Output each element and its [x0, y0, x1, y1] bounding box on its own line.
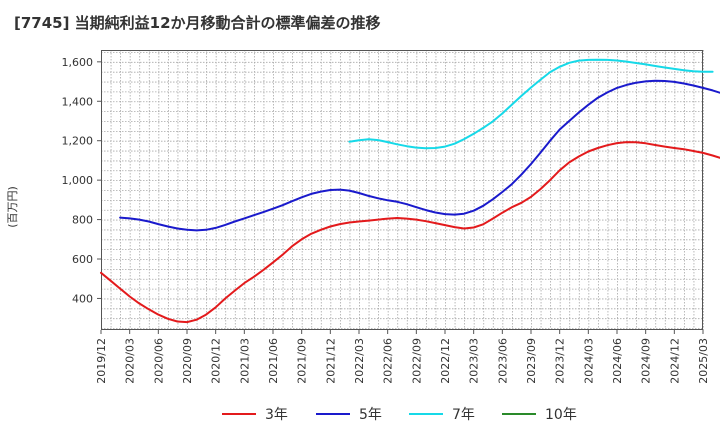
x-tick-label: 2021/03 — [238, 338, 251, 384]
y-axis-label: (百万円) — [6, 186, 19, 228]
y-tick-label: 800 — [72, 214, 93, 227]
legend-label-0: 3年 — [265, 407, 288, 423]
y-tick-label: 1,600 — [62, 56, 94, 69]
x-tick-label: 2022/03 — [353, 338, 366, 384]
x-tick-label: 2025/03 — [697, 338, 710, 384]
x-tick-label: 2024/12 — [668, 338, 681, 384]
x-tick-label: 2022/12 — [439, 338, 452, 384]
series-line-2 — [348, 58, 714, 150]
x-tick-label: 2019/12 — [95, 338, 108, 384]
x-tick-label: 2021/06 — [267, 338, 280, 384]
plot-border — [101, 50, 703, 330]
x-tick-label: 2020/09 — [181, 338, 194, 384]
x-tick-label: 2024/06 — [611, 338, 624, 384]
x-tick-label: 2020/03 — [124, 338, 137, 384]
y-tick-label: 1,000 — [62, 174, 94, 187]
x-tick-label: 2021/09 — [296, 338, 309, 384]
y-tick-label: 400 — [72, 292, 93, 305]
y-tick-label: 600 — [72, 253, 93, 266]
x-tick-label: 2023/03 — [468, 338, 481, 384]
x-tick-label: 2022/06 — [382, 338, 395, 384]
x-tick-label: 2022/09 — [410, 338, 423, 384]
x-tick-label: 2020/06 — [152, 338, 165, 384]
x-tick-label: 2023/06 — [496, 338, 509, 384]
legend-label-2: 7年 — [452, 407, 475, 423]
y-tick-label: 1,200 — [62, 135, 94, 148]
legend-label-1: 5年 — [359, 407, 382, 423]
y-tick-label: 1,400 — [62, 95, 94, 108]
series-line-1 — [119, 79, 720, 232]
x-tick-label: 2023/12 — [554, 338, 567, 384]
x-tick-label: 2020/12 — [210, 338, 223, 384]
chart-title: [7745] 当期純利益12か月移動合計の標準偏差の推移 — [14, 14, 381, 32]
x-tick-label: 2023/09 — [525, 338, 538, 384]
x-tick-label: 2024/03 — [582, 338, 595, 384]
plot-area — [101, 50, 703, 330]
x-tick-label: 2024/09 — [640, 338, 653, 384]
series-line-0 — [100, 141, 720, 324]
x-tick-label: 2021/12 — [324, 338, 337, 384]
legend-label-3: 10年 — [545, 407, 577, 423]
